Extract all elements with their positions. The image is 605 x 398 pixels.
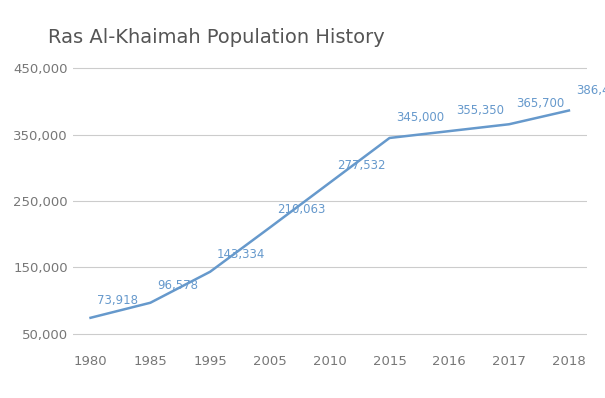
Text: 143,334: 143,334 xyxy=(217,248,266,261)
Text: 96,578: 96,578 xyxy=(157,279,198,292)
Text: 365,700: 365,700 xyxy=(516,98,564,110)
Text: 73,918: 73,918 xyxy=(97,294,139,307)
Text: 210,063: 210,063 xyxy=(277,203,325,217)
Text: Ras Al-Khaimah Population History: Ras Al-Khaimah Population History xyxy=(48,28,385,47)
Text: 277,532: 277,532 xyxy=(336,159,385,172)
Text: 386,400: 386,400 xyxy=(576,84,605,97)
Text: 355,350: 355,350 xyxy=(456,104,504,117)
Text: 345,000: 345,000 xyxy=(396,111,445,124)
